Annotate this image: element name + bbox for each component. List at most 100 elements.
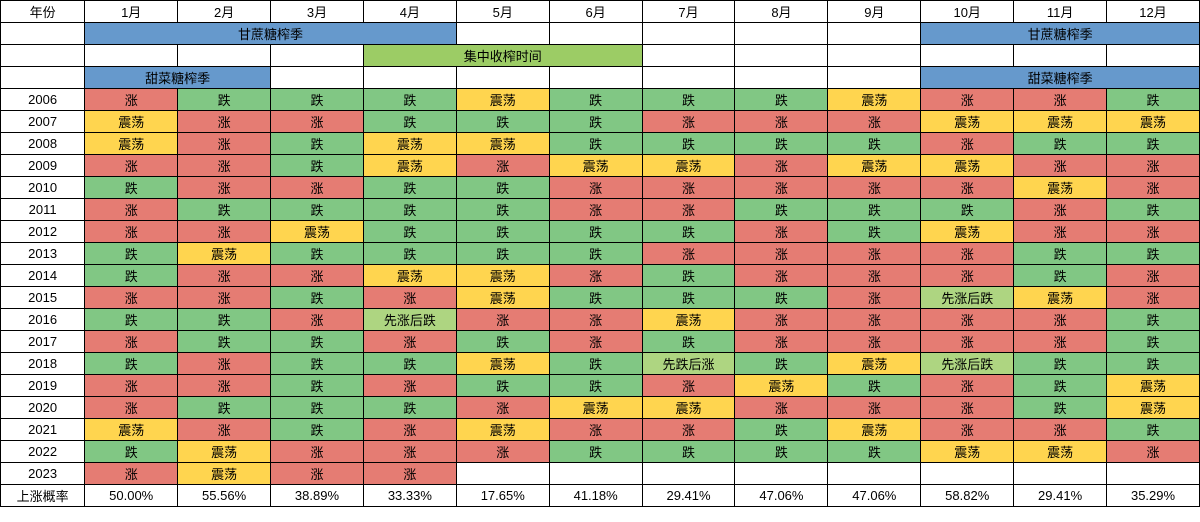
footer-val-9: 47.06% — [828, 485, 921, 507]
cell-2019-4: 涨 — [363, 375, 456, 397]
footer-val-7: 29.41% — [642, 485, 735, 507]
cell-2016-4: 先涨后跌 — [363, 309, 456, 331]
cell-2012-11: 涨 — [1014, 221, 1107, 243]
cell-2017-9: 涨 — [828, 331, 921, 353]
cell-2012-1: 涨 — [85, 221, 178, 243]
cell-2014-7: 跌 — [642, 265, 735, 287]
year-cell: 2014 — [1, 265, 85, 287]
cell-2012-4: 跌 — [363, 221, 456, 243]
cell-2019-10: 涨 — [921, 375, 1014, 397]
cell-2021-2: 涨 — [178, 419, 271, 441]
year-cell: 2015 — [1, 287, 85, 309]
footer-val-8: 47.06% — [735, 485, 828, 507]
cell-2013-2: 震荡 — [178, 243, 271, 265]
data-row-2016: 2016跌跌涨先涨后跌涨涨震荡涨涨涨涨跌 — [1, 309, 1200, 331]
cell-2018-7: 先跌后涨 — [642, 353, 735, 375]
cell-2020-5: 涨 — [456, 397, 549, 419]
cell-2016-3: 涨 — [271, 309, 364, 331]
cell-2018-12: 跌 — [1107, 353, 1200, 375]
year-cell: 2009 — [1, 155, 85, 177]
cell-2013-4: 跌 — [363, 243, 456, 265]
cell-2017-7: 跌 — [642, 331, 735, 353]
cell-2009-2: 涨 — [178, 155, 271, 177]
cell-2008-12: 跌 — [1107, 133, 1200, 155]
cell-2007-3: 涨 — [271, 111, 364, 133]
cell-2008-3: 跌 — [271, 133, 364, 155]
footer-row: 上涨概率50.00%55.56%38.89%33.33%17.65%41.18%… — [1, 485, 1200, 507]
cell-2011-6: 涨 — [549, 199, 642, 221]
footer-val-2: 55.56% — [178, 485, 271, 507]
cell-2020-1: 涨 — [85, 397, 178, 419]
cell-2011-2: 跌 — [178, 199, 271, 221]
cell-2012-2: 涨 — [178, 221, 271, 243]
cell-2013-6: 跌 — [549, 243, 642, 265]
cell-2015-11: 震荡 — [1014, 287, 1107, 309]
cell-2015-4: 涨 — [363, 287, 456, 309]
season-span: 甘蔗糖榨季 — [921, 23, 1200, 45]
year-cell: 2019 — [1, 375, 85, 397]
cell-2021-10: 涨 — [921, 419, 1014, 441]
cell-2013-5: 跌 — [456, 243, 549, 265]
cell-2014-11: 跌 — [1014, 265, 1107, 287]
col-month-1: 1月 — [85, 1, 178, 23]
cell-2006-2: 跌 — [178, 89, 271, 111]
cell-2018-4: 跌 — [363, 353, 456, 375]
cell-2014-1: 跌 — [85, 265, 178, 287]
season-span: 甘蔗糖榨季 — [85, 23, 457, 45]
cell-2015-3: 跌 — [271, 287, 364, 309]
cell-2022-10: 震荡 — [921, 441, 1014, 463]
cell-2014-12: 涨 — [1107, 265, 1200, 287]
cell-2007-4: 跌 — [363, 111, 456, 133]
cell-2021-6: 涨 — [549, 419, 642, 441]
footer-val-11: 29.41% — [1014, 485, 1107, 507]
cell-2008-1: 震荡 — [85, 133, 178, 155]
data-row-2014: 2014跌涨涨震荡震荡涨跌涨涨涨跌涨 — [1, 265, 1200, 287]
data-row-2011: 2011涨跌跌跌跌涨涨跌跌跌涨跌 — [1, 199, 1200, 221]
cell-2016-7: 震荡 — [642, 309, 735, 331]
cell-2017-4: 涨 — [363, 331, 456, 353]
year-cell: 2016 — [1, 309, 85, 331]
cell-2013-9: 涨 — [828, 243, 921, 265]
cell-2011-3: 跌 — [271, 199, 364, 221]
cell-2016-9: 涨 — [828, 309, 921, 331]
data-row-2008: 2008震荡涨跌震荡震荡跌跌跌跌涨跌跌 — [1, 133, 1200, 155]
data-row-2018: 2018跌涨跌跌震荡跌先跌后涨跌震荡先涨后跌跌跌 — [1, 353, 1200, 375]
year-cell: 2023 — [1, 463, 85, 485]
cell-2010-9: 涨 — [828, 177, 921, 199]
col-month-10: 10月 — [921, 1, 1014, 23]
cell-2010-7: 涨 — [642, 177, 735, 199]
cell-2010-10: 涨 — [921, 177, 1014, 199]
cell-2020-10: 涨 — [921, 397, 1014, 419]
year-cell: 2018 — [1, 353, 85, 375]
col-month-9: 9月 — [828, 1, 921, 23]
cell-2017-3: 跌 — [271, 331, 364, 353]
col-month-2: 2月 — [178, 1, 271, 23]
cell-2008-11: 跌 — [1014, 133, 1107, 155]
cell-2021-9: 震荡 — [828, 419, 921, 441]
cell-2022-7: 跌 — [642, 441, 735, 463]
cell-2015-12: 涨 — [1107, 287, 1200, 309]
cell-2006-6: 跌 — [549, 89, 642, 111]
cell-2023-7 — [642, 463, 735, 485]
cell-2016-2: 跌 — [178, 309, 271, 331]
cell-2010-1: 跌 — [85, 177, 178, 199]
cell-2016-10: 涨 — [921, 309, 1014, 331]
year-cell: 2007 — [1, 111, 85, 133]
year-cell: 2011 — [1, 199, 85, 221]
col-month-11: 11月 — [1014, 1, 1107, 23]
cell-2009-6: 震荡 — [549, 155, 642, 177]
season-span: 甜菜糖榨季 — [85, 67, 271, 89]
data-row-2009: 2009涨涨跌震荡涨震荡震荡涨震荡震荡涨涨 — [1, 155, 1200, 177]
col-month-12: 12月 — [1107, 1, 1200, 23]
cell-2020-2: 跌 — [178, 397, 271, 419]
cell-2020-11: 跌 — [1014, 397, 1107, 419]
cell-2011-10: 跌 — [921, 199, 1014, 221]
data-row-2012: 2012涨涨震荡跌跌跌跌涨跌震荡涨涨 — [1, 221, 1200, 243]
year-cell: 2013 — [1, 243, 85, 265]
year-cell: 2017 — [1, 331, 85, 353]
cell-2008-7: 跌 — [642, 133, 735, 155]
cell-2011-5: 跌 — [456, 199, 549, 221]
cell-2015-8: 跌 — [735, 287, 828, 309]
year-cell: 2008 — [1, 133, 85, 155]
cell-2016-8: 涨 — [735, 309, 828, 331]
